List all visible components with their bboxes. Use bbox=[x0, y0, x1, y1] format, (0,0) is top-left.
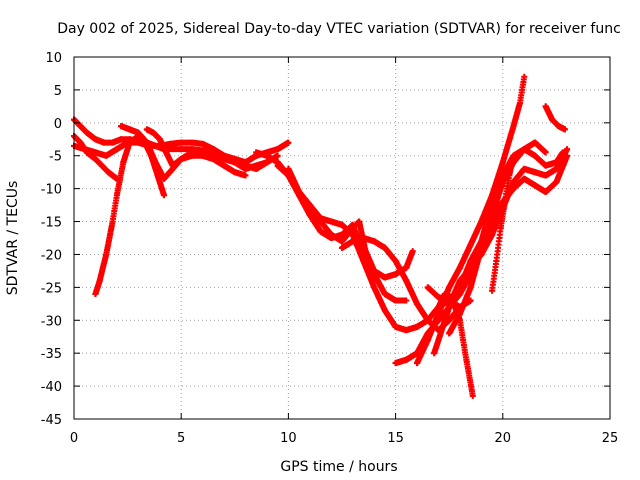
chart-title: Day 002 of 2025, Sidereal Day-to-day VTE… bbox=[57, 21, 621, 37]
y-tick-label: -35 bbox=[41, 347, 62, 362]
series-track-5 bbox=[118, 123, 249, 182]
x-tick-label: 5 bbox=[177, 431, 185, 446]
series-track-6 bbox=[143, 126, 270, 172]
y-tick-label: -25 bbox=[41, 281, 62, 296]
series-track-16 bbox=[446, 152, 571, 337]
series-track-11 bbox=[392, 139, 549, 367]
series-track-17 bbox=[489, 152, 517, 294]
series-track-9 bbox=[285, 165, 416, 281]
plot-area bbox=[71, 73, 571, 399]
y-tick-label: -20 bbox=[41, 248, 62, 263]
plot-frame bbox=[73, 56, 611, 420]
y-tick-label: -15 bbox=[41, 216, 62, 231]
y-tick-label: -5 bbox=[49, 150, 62, 165]
series-markers bbox=[392, 139, 549, 367]
y-tick-label: 5 bbox=[54, 84, 62, 99]
series-track-12 bbox=[414, 73, 528, 367]
series-track-10 bbox=[339, 235, 474, 334]
series-markers bbox=[489, 154, 517, 294]
series-markers bbox=[118, 123, 249, 182]
x-tick-label: 25 bbox=[602, 431, 619, 446]
x-tick-label: 10 bbox=[280, 431, 297, 446]
x-tick-label: 0 bbox=[70, 431, 78, 446]
x-tick-label: 15 bbox=[387, 431, 404, 446]
x-tick-label: 20 bbox=[495, 431, 512, 446]
series-markers bbox=[414, 76, 527, 367]
x-axis-label: GPS time / hours bbox=[280, 459, 397, 475]
series-markers bbox=[446, 153, 570, 337]
series-track-14 bbox=[435, 290, 476, 399]
series-markers bbox=[143, 126, 270, 172]
series-track-18 bbox=[542, 103, 568, 133]
grid bbox=[74, 57, 610, 419]
y-tick-label: -45 bbox=[41, 413, 62, 428]
series-markers bbox=[435, 290, 476, 397]
y-tick-label: -30 bbox=[41, 314, 62, 329]
y-axis-label: SDTVAR / TECUs bbox=[5, 181, 21, 296]
y-tick-label: 0 bbox=[54, 117, 62, 132]
y-tick-label: 10 bbox=[45, 51, 62, 66]
axis-ticks: 0 5 10 15 20 25 10 5 0 -5 -10 -15 -20 -25 -30 -35 -40 -45 bbox=[41, 51, 619, 446]
y-tick-label: -10 bbox=[41, 183, 62, 198]
series-markers bbox=[542, 103, 568, 133]
y-tick-label: -40 bbox=[41, 380, 62, 395]
